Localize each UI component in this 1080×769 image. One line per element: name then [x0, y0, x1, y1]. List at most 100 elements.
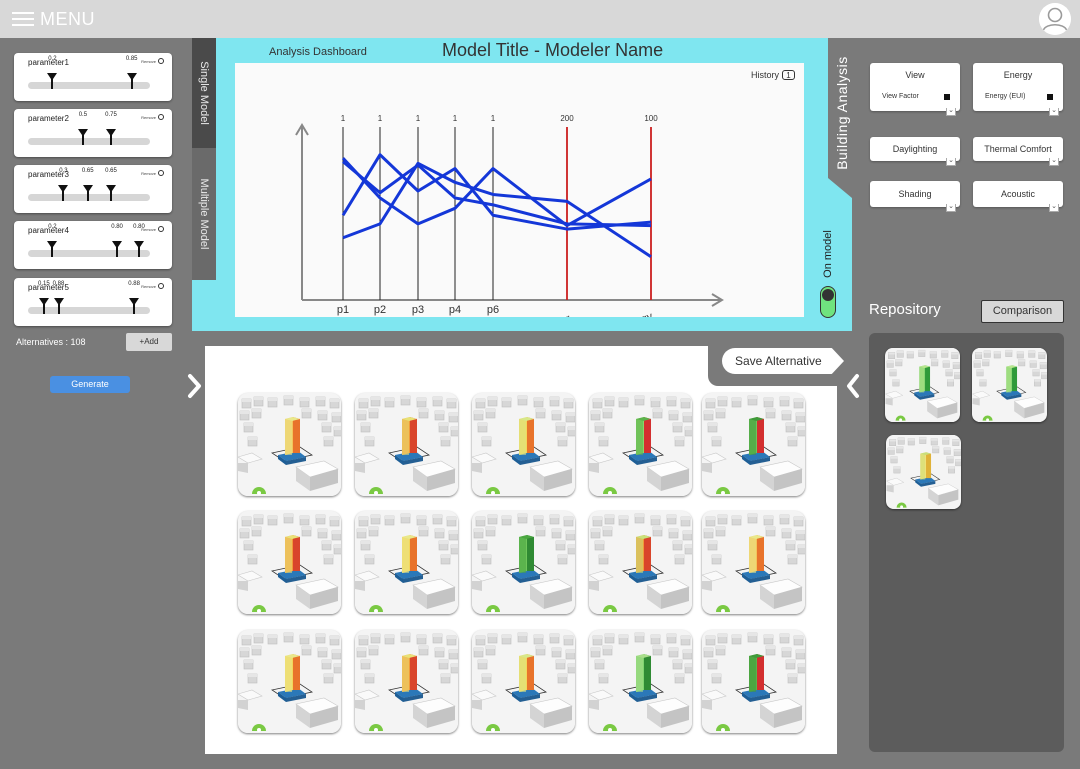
chevron-right-icon[interactable]	[185, 372, 205, 400]
alternative-thumbnail[interactable]	[238, 393, 341, 496]
slider-thumb-icon	[105, 129, 116, 145]
analysis-metric-label: View Factor	[882, 93, 919, 100]
slider-value: 0.88	[128, 281, 140, 287]
alternative-thumbnail[interactable]	[589, 393, 692, 496]
series-line[interactable]	[342, 160, 652, 228]
checkbox-icon[interactable]	[944, 94, 950, 100]
remove-parameter-button[interactable]: Remove	[141, 170, 164, 176]
axis-max-label: 100	[644, 114, 658, 123]
sustainability-badge-icon	[252, 487, 266, 495]
alternatives-count: Alternatives : 108	[16, 337, 86, 347]
series-line[interactable]	[342, 161, 652, 259]
chevron-down-icon[interactable]: ⌄	[1049, 203, 1059, 212]
alternative-thumbnail[interactable]	[702, 630, 805, 733]
remove-parameter-button[interactable]: Remove	[141, 226, 164, 232]
analysis-option[interactable]: Energy Energy (EUI) ⌄	[973, 63, 1063, 116]
alternative-thumbnail[interactable]	[355, 511, 458, 614]
radio-icon	[158, 283, 164, 289]
alternative-thumbnail[interactable]	[472, 511, 575, 614]
add-parameter-button[interactable]: +Add	[126, 333, 172, 351]
slider-thumb[interactable]: 0.80	[111, 224, 123, 257]
parameter-slider[interactable]: 0.5 0.75	[28, 112, 150, 145]
repository-thumbnail[interactable]	[886, 435, 961, 509]
generate-button[interactable]: Generate	[50, 376, 130, 393]
slider-value: 0.65	[81, 168, 94, 174]
massing-render-image	[972, 348, 1047, 422]
on-model-toggle[interactable]	[820, 286, 836, 318]
analysis-option[interactable]: View View Factor ⌄	[870, 63, 960, 116]
chevron-down-icon[interactable]: ⌄	[946, 107, 956, 116]
slider-thumb[interactable]: 0.5	[77, 112, 88, 145]
analysis-option[interactable]: Acoustic ⌄	[973, 181, 1063, 212]
slider-thumb-icon	[58, 185, 69, 201]
alternative-thumbnail[interactable]	[238, 630, 341, 733]
radio-icon	[158, 114, 164, 120]
parameter-slider[interactable]: 0.2 0.80 0.80	[28, 224, 150, 257]
tab-multiple-model[interactable]: Multiple Model	[192, 148, 216, 280]
slider-thumb-icon	[82, 185, 93, 201]
slider-thumb[interactable]: 0.85	[126, 56, 138, 89]
massing-render-image	[589, 393, 692, 496]
chevron-down-icon[interactable]: ⌄	[946, 203, 956, 212]
parameter-slider[interactable]: 0.3 0.65 0.65	[28, 168, 150, 201]
radio-icon	[158, 226, 164, 232]
alternative-thumbnail[interactable]	[238, 511, 341, 614]
slider-thumb-icon	[112, 241, 123, 257]
slider-thumb[interactable]: 0.15	[38, 281, 50, 314]
remove-parameter-button[interactable]: Remove	[141, 58, 164, 64]
analysis-option[interactable]: Shading ⌄	[870, 181, 960, 212]
slider-thumb[interactable]: 0.2	[47, 56, 58, 89]
repository-thumbnail[interactable]	[972, 348, 1047, 422]
y-axis-arrow	[295, 123, 309, 136]
menu-label: MENU	[40, 8, 95, 29]
alternative-thumbnail[interactable]	[702, 393, 805, 496]
massing-render-image	[589, 511, 692, 614]
analysis-metric-label: Energy (EUI)	[985, 93, 1026, 100]
alternative-thumbnail[interactable]	[355, 393, 458, 496]
parameter-slider[interactable]: 0.15 0.88 0.88	[28, 281, 150, 314]
history-control[interactable]: History 1	[751, 70, 795, 80]
alternative-thumbnail[interactable]	[355, 630, 458, 733]
slider-thumb[interactable]: 0.88	[128, 281, 140, 314]
chevron-down-icon[interactable]: ⌄	[1049, 157, 1059, 166]
slider-thumb[interactable]: 0.65	[82, 168, 94, 201]
slider-thumb[interactable]: 0.88	[53, 281, 64, 314]
checkbox-icon[interactable]	[1047, 94, 1053, 100]
alternative-thumbnail[interactable]	[472, 393, 575, 496]
alternative-thumbnail[interactable]	[702, 511, 805, 614]
radio-icon	[158, 58, 164, 64]
comparison-button[interactable]: Comparison	[981, 300, 1064, 323]
slider-thumb[interactable]: 0.3	[58, 168, 69, 201]
slider-thumb-icon	[126, 73, 137, 89]
alternative-thumbnail[interactable]	[472, 630, 575, 733]
alternative-thumbnail[interactable]	[589, 630, 692, 733]
user-avatar-icon[interactable]	[1039, 3, 1071, 35]
menu-button[interactable]: MENU	[12, 7, 95, 31]
chevron-down-icon[interactable]: ⌄	[1049, 107, 1059, 116]
slider-thumb[interactable]: 0.80	[133, 224, 145, 257]
slider-thumb[interactable]: 0.2	[47, 224, 58, 257]
axis-label: p1	[337, 304, 349, 316]
series-line[interactable]	[341, 153, 652, 231]
alternative-thumbnail[interactable]	[589, 511, 692, 614]
save-alternative-button[interactable]: Save Alternative	[722, 348, 844, 374]
remove-parameter-button[interactable]: Remove	[141, 114, 164, 120]
remove-parameter-button[interactable]: Remove	[141, 283, 164, 289]
analysis-option[interactable]: Daylighting ⌄	[870, 137, 960, 166]
parameter-slider[interactable]: 0.2 0.85	[28, 56, 150, 89]
series-line[interactable]	[341, 157, 652, 228]
sustainability-badge-icon	[716, 605, 730, 613]
massing-render-image	[472, 393, 575, 496]
massing-render-image	[886, 435, 961, 509]
analysis-option[interactable]: Thermal Comfort ⌄	[973, 137, 1063, 166]
slider-value: 0.3	[59, 168, 68, 174]
analysis-option-label: Acoustic	[1000, 189, 1035, 199]
slider-value: 0.85	[125, 56, 138, 62]
chevron-left-icon[interactable]	[843, 372, 863, 400]
repository-thumbnail[interactable]	[885, 348, 960, 422]
chevron-down-icon[interactable]: ⌄	[946, 157, 956, 166]
parameter-card: parameter1 Remove 0.2 0.85	[14, 53, 172, 101]
slider-thumb[interactable]: 0.65	[105, 168, 117, 201]
slider-thumb[interactable]: 0.75	[105, 112, 117, 145]
tab-single-model[interactable]: Single Model	[192, 38, 216, 148]
